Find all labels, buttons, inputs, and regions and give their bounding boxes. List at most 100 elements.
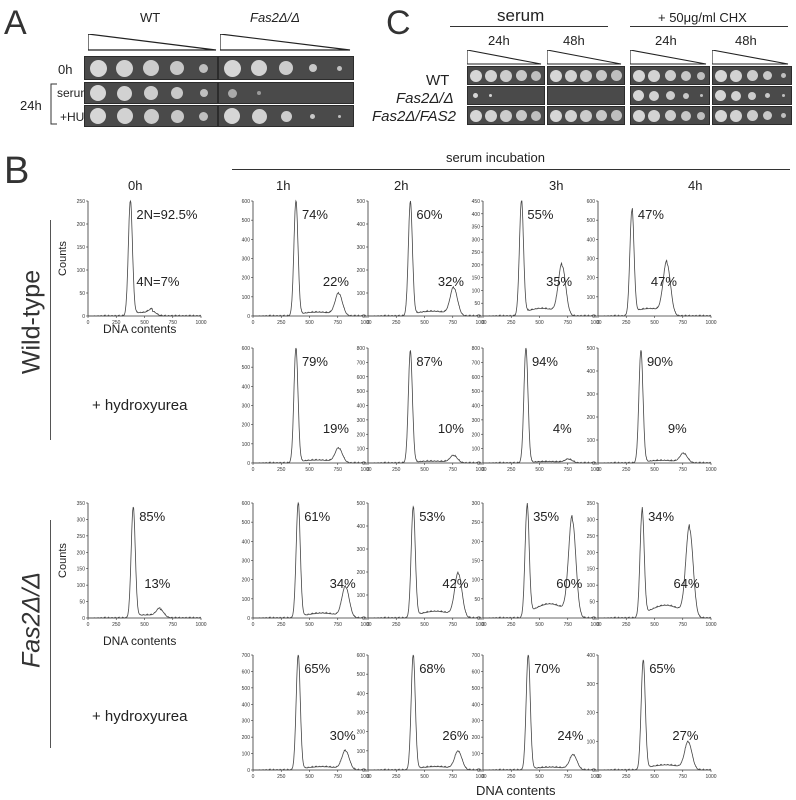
peak-label-4n: 47% — [651, 274, 677, 289]
spot-strip-mut-0h — [218, 56, 354, 80]
y-tick-label: 250 — [587, 534, 596, 540]
x-tick-label: 0 — [252, 622, 255, 628]
yeast-spot — [338, 114, 342, 118]
yeast-spot — [714, 69, 727, 82]
yeast-spot — [780, 73, 786, 78]
x-tick-label: 250 — [507, 320, 516, 326]
x-tick-label: 0 — [482, 774, 485, 780]
y-tick-label: 600 — [357, 653, 366, 659]
y-tick-label: 300 — [587, 517, 596, 523]
y-tick-label: 50 — [474, 301, 480, 307]
yeast-spot — [680, 70, 691, 81]
yeast-spot — [170, 109, 184, 123]
x-tick-label: 1000 — [705, 774, 716, 780]
x-tick-label: 750 — [564, 320, 573, 326]
yeast-spot — [633, 90, 645, 101]
histogram-mut-0h: 0 50 100 150 200 250 300 350 0 250 500 750 1000 85% 13… — [57, 501, 207, 628]
x-tick-label: 1000 — [360, 467, 371, 473]
histogram-trace — [253, 199, 367, 317]
x-tick-label: 250 — [277, 774, 286, 780]
y-tick-label: 300 — [357, 245, 366, 251]
spot-strip-c-r1-c3 — [712, 86, 792, 105]
x-tick-label: 250 — [622, 774, 631, 780]
y-tick-label: 100 — [242, 752, 251, 758]
yeast-spot — [531, 70, 542, 81]
yeast-spot — [143, 108, 159, 124]
yeast-spot — [257, 91, 262, 95]
y-tick-label: 350 — [587, 501, 596, 507]
y-tick-label: 100 — [77, 268, 86, 274]
yeast-spot — [564, 109, 577, 122]
y-tick-label: 150 — [77, 567, 86, 573]
yeast-spot — [714, 109, 727, 122]
spot-strip-wt-hu — [84, 105, 218, 127]
x-tick-label: 0 — [367, 622, 370, 628]
y-tick-label: 100 — [242, 295, 251, 301]
panel-a-dilution-wedge-mutant — [220, 34, 351, 51]
x-tick-label: 0 — [482, 467, 485, 473]
x-tick-label: 0 — [597, 774, 600, 780]
x-tick-label: 250 — [507, 622, 516, 628]
peak-label-4n: 64% — [674, 576, 700, 591]
yeast-spot — [665, 91, 675, 100]
x-tick-label: 750 — [564, 774, 573, 780]
y-tick-label: 400 — [242, 384, 251, 390]
panel-b-row-wt-rule — [50, 220, 51, 440]
histogram-trace — [598, 350, 712, 464]
x-tick-label: 500 — [140, 320, 149, 326]
x-tick-label: 0 — [597, 467, 600, 473]
yeast-spot — [763, 71, 773, 80]
x-tick-label: 750 — [564, 622, 573, 628]
y-tick-label: 200 — [77, 550, 86, 556]
peak-label-2n: 74% — [302, 207, 328, 222]
panel-b-time-0h: 0h — [128, 178, 143, 193]
yeast-spot — [500, 109, 512, 122]
y-tick-label: 600 — [472, 669, 481, 675]
panel-c-time-24h-chx: 24h — [655, 33, 677, 48]
y-tick-label: 150 — [472, 276, 481, 282]
spot-strip-c-r1-c0 — [467, 86, 545, 105]
y-tick-label: 400 — [242, 237, 251, 243]
x-tick-label: 1000 — [705, 320, 716, 326]
yeast-spot — [199, 89, 208, 97]
panel-a-row-serum: serum — [57, 86, 91, 100]
y-tick-label: 300 — [472, 719, 481, 725]
x-tick-label: 0 — [252, 320, 255, 326]
x-tick-label: 250 — [277, 622, 286, 628]
yeast-spot — [549, 69, 562, 82]
y-tick-label: 200 — [242, 423, 251, 429]
y-tick-label: 0 — [477, 461, 480, 467]
x-tick-label: 0 — [87, 320, 90, 326]
x-tick-label: 750 — [334, 467, 343, 473]
x-tick-label: 1000 — [705, 622, 716, 628]
yeast-spot — [648, 69, 661, 82]
peak-label-2n: 90% — [647, 354, 673, 369]
yeast-spot — [484, 109, 497, 122]
peak-label-4n: 34% — [330, 576, 356, 591]
y-tick-label: 500 — [242, 218, 251, 224]
panel-b-time-3h: 3h — [549, 178, 564, 193]
spot-strip-c-r1-c2 — [630, 86, 710, 105]
y-tick-label: 700 — [472, 653, 481, 659]
y-tick-label: 400 — [587, 653, 596, 659]
x-tick-label: 1000 — [195, 320, 206, 326]
y-tick-label: 0 — [477, 314, 480, 320]
yeast-spot — [632, 109, 645, 122]
yeast-spot — [515, 110, 527, 121]
y-tick-label: 200 — [242, 735, 251, 741]
y-tick-label: 300 — [77, 517, 86, 523]
y-tick-label: 0 — [592, 768, 595, 774]
x-tick-label: 250 — [392, 320, 401, 326]
x-tick-label: 250 — [622, 622, 631, 628]
y-tick-label: 100 — [242, 597, 251, 603]
yeast-spot — [731, 90, 742, 101]
y-tick-label: 150 — [587, 567, 596, 573]
y-tick-label: 600 — [242, 501, 251, 507]
y-tick-label: 600 — [242, 669, 251, 675]
panel-b-hu-label-mut: + hydroxyurea — [92, 708, 188, 725]
yeast-spot — [746, 110, 758, 121]
